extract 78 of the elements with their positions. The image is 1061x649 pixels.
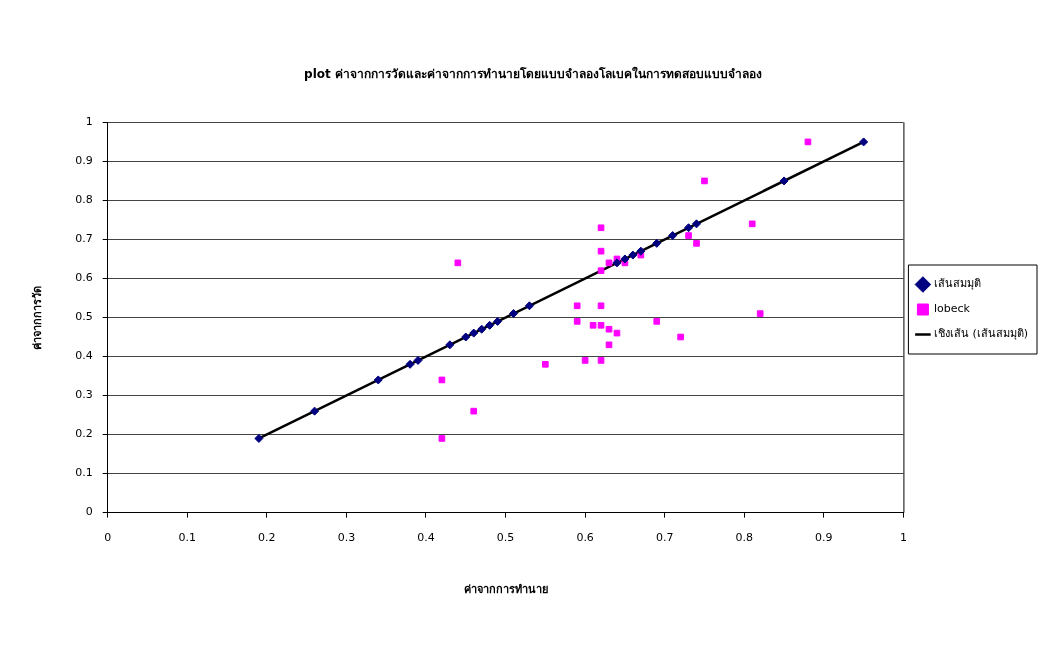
point [677,333,684,341]
point [469,328,479,338]
point [597,247,605,255]
x-tick-label: 0.1 [178,531,197,545]
y-tick-label: 0.7 [75,232,93,246]
y-tick-label: 0.4 [75,349,93,363]
point [613,329,621,337]
point [470,407,478,415]
y-tick-label: 0.1 [75,466,93,480]
point [597,267,605,274]
point [573,302,581,310]
point [461,332,471,342]
legend-label: lobeck [933,302,971,316]
point [493,316,503,326]
point [685,232,692,239]
point [684,223,694,233]
y-tick-label: 0.6 [75,271,93,285]
point [542,361,549,368]
y-tick-label: 0.8 [75,193,93,207]
point [509,309,519,319]
x-tick-label: 0.2 [258,531,276,545]
point [748,220,756,228]
y-tick-label: 0.5 [75,310,93,324]
point [581,357,589,364]
y-tick-label: 0.2 [75,427,93,441]
x-tick-label: 0.9 [815,531,833,545]
point [373,375,383,385]
legend-label: เชิงเส้น (เส้นสมมุติ) [933,327,1029,341]
point [597,302,605,310]
point [589,321,597,329]
y-tick-label: 0.3 [75,388,93,402]
x-tick-label: 1 [899,531,907,545]
point [254,433,264,443]
point [653,318,661,325]
x-tick-label: 0.7 [655,531,674,545]
x-tick-label: 0.3 [337,531,356,545]
x-tick-label: 0.8 [735,531,754,545]
point [692,219,702,229]
point [524,301,534,311]
point [413,355,423,365]
point [438,435,446,442]
x-tick-label: 0.4 [417,531,435,545]
y-axis-title: ค่าจากการวัด [31,285,45,350]
point [573,318,581,325]
point [605,259,613,267]
legend-label: เส้นสมมุติ [933,277,981,291]
point [779,176,789,186]
y-tick-label: 1 [85,115,93,129]
x-tick-label: 0 [104,531,112,545]
chart-title: plot ค่าจากการวัดและค่าจากการทำนายโดยแบบจำลองโลเบคในการทดสอบแบบจำลอง [304,66,762,82]
y-tick-label: 0 [85,505,93,519]
point [485,320,495,330]
point [804,138,812,146]
point [612,258,622,268]
y-tick-label: 0.9 [75,154,93,168]
point [652,238,662,248]
point [597,224,605,232]
point [693,240,700,247]
point [438,376,446,384]
x-tick-label: 0.5 [496,531,515,545]
x-axis-title: ค่าจากการทำนาย [463,583,548,597]
point [445,340,455,350]
point [605,341,613,349]
point [636,246,646,256]
point [620,254,630,264]
point [628,250,638,260]
point [756,310,764,317]
point [668,231,678,241]
point [477,324,487,334]
point [454,259,462,267]
x-tick-label: 0.6 [576,531,594,545]
point [597,357,605,364]
point [859,137,869,147]
point [405,359,415,369]
point [701,177,708,185]
point [605,325,613,333]
point [310,406,320,416]
point [597,321,605,329]
